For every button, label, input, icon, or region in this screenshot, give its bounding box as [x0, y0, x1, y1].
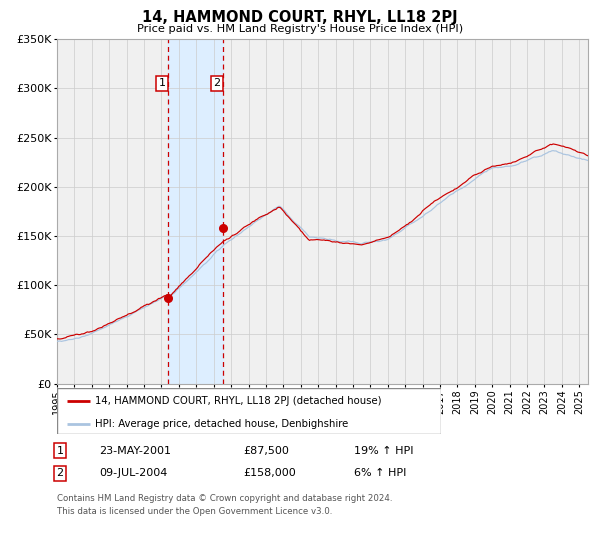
Text: 1: 1 — [56, 446, 64, 456]
Text: 1: 1 — [158, 78, 166, 88]
Text: 09-JUL-2004: 09-JUL-2004 — [99, 468, 167, 478]
Text: £87,500: £87,500 — [243, 446, 289, 456]
Text: 19% ↑ HPI: 19% ↑ HPI — [354, 446, 413, 456]
Text: 23-MAY-2001: 23-MAY-2001 — [99, 446, 171, 456]
Text: 14, HAMMOND COURT, RHYL, LL18 2PJ: 14, HAMMOND COURT, RHYL, LL18 2PJ — [142, 10, 458, 25]
Text: 14, HAMMOND COURT, RHYL, LL18 2PJ (detached house): 14, HAMMOND COURT, RHYL, LL18 2PJ (detac… — [95, 396, 382, 406]
Text: 2: 2 — [56, 468, 64, 478]
Text: Price paid vs. HM Land Registry's House Price Index (HPI): Price paid vs. HM Land Registry's House … — [137, 24, 463, 34]
Text: £158,000: £158,000 — [243, 468, 296, 478]
Text: Contains HM Land Registry data © Crown copyright and database right 2024.: Contains HM Land Registry data © Crown c… — [57, 494, 392, 503]
Text: This data is licensed under the Open Government Licence v3.0.: This data is licensed under the Open Gov… — [57, 507, 332, 516]
Text: HPI: Average price, detached house, Denbighshire: HPI: Average price, detached house, Denb… — [95, 419, 349, 429]
Text: 2: 2 — [213, 78, 220, 88]
Bar — [168, 39, 223, 384]
Text: 6% ↑ HPI: 6% ↑ HPI — [354, 468, 406, 478]
